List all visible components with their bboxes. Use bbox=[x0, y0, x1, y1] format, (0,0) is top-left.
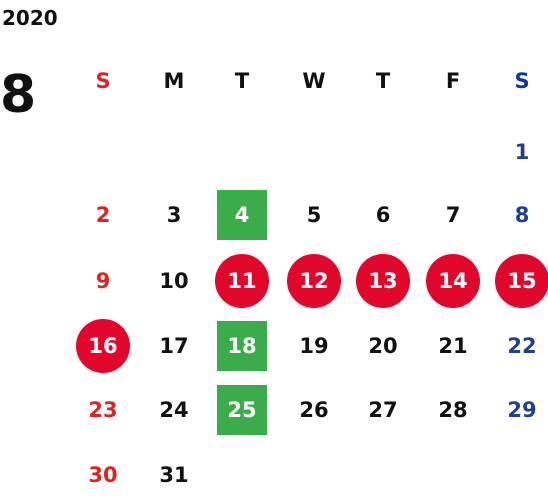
highlight-circle bbox=[215, 254, 269, 308]
highlight-circle bbox=[287, 254, 341, 308]
day-number: 27 bbox=[368, 398, 397, 422]
day-number: 26 bbox=[299, 398, 328, 422]
highlight-square bbox=[217, 385, 267, 435]
day-number: 25 bbox=[227, 398, 256, 422]
highlight-square bbox=[217, 190, 267, 240]
day-number: 7 bbox=[446, 203, 461, 227]
day-number: 8 bbox=[515, 203, 530, 227]
day-number: 19 bbox=[299, 334, 328, 358]
day-number: 4 bbox=[235, 203, 250, 227]
day-number: 6 bbox=[376, 203, 391, 227]
day-number: 17 bbox=[159, 334, 188, 358]
day-number: 16 bbox=[88, 334, 117, 358]
day-number: 13 bbox=[368, 269, 397, 293]
year: 2020 bbox=[2, 6, 58, 30]
highlight-circle bbox=[495, 254, 548, 308]
day-number: 30 bbox=[88, 463, 117, 487]
month: 8 bbox=[0, 65, 36, 125]
day-number: 18 bbox=[227, 334, 256, 358]
weekday-label: S bbox=[514, 69, 529, 93]
weekday-label: S bbox=[95, 69, 110, 93]
day-number: 3 bbox=[167, 203, 182, 227]
day-number: 2 bbox=[96, 203, 111, 227]
day-number: 5 bbox=[307, 203, 322, 227]
weekday-label: T bbox=[235, 69, 250, 93]
day-number: 29 bbox=[507, 398, 536, 422]
day-number: 11 bbox=[227, 269, 256, 293]
day-number: 14 bbox=[438, 269, 467, 293]
weekday-label: W bbox=[302, 69, 325, 93]
day-number: 1 bbox=[515, 140, 530, 164]
day-number: 15 bbox=[507, 269, 536, 293]
day-number: 24 bbox=[159, 398, 188, 422]
day-number: 9 bbox=[96, 269, 111, 293]
day-number: 21 bbox=[438, 334, 467, 358]
highlight-circle bbox=[76, 319, 130, 373]
day-number: 23 bbox=[88, 398, 117, 422]
day-number: 22 bbox=[507, 334, 536, 358]
day-number: 28 bbox=[438, 398, 467, 422]
highlight-circle bbox=[426, 254, 480, 308]
weekday-label: F bbox=[446, 69, 460, 93]
weekday-label: M bbox=[164, 69, 185, 93]
highlight-circle bbox=[356, 254, 410, 308]
day-number: 31 bbox=[159, 463, 188, 487]
day-number: 20 bbox=[368, 334, 397, 358]
highlight-square bbox=[217, 321, 267, 371]
day-number: 12 bbox=[299, 269, 328, 293]
weekday-label: T bbox=[376, 69, 391, 93]
day-number: 10 bbox=[159, 269, 188, 293]
